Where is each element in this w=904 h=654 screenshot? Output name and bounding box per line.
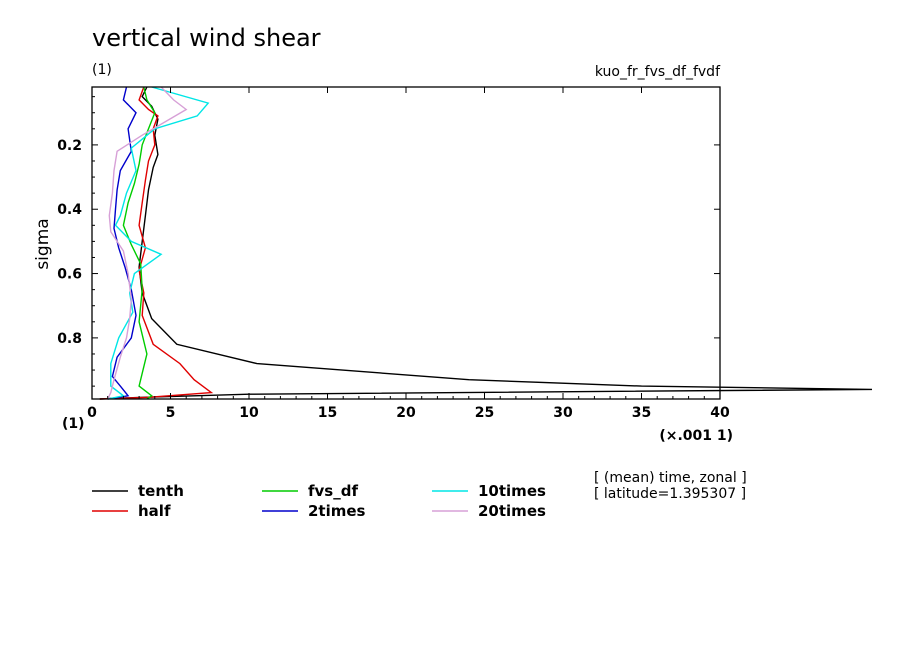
y-tick-label: 0.2 (57, 138, 82, 154)
y-axis-ticks: 0.2 0.4 0.6 0.8 (57, 96, 720, 387)
x-tick-label: 30 (553, 405, 573, 421)
legend-label-10times: 10times (478, 482, 546, 500)
legend-label-tenth: tenth (138, 482, 184, 500)
x-tick-label: 20 (396, 405, 416, 421)
x-tick-label: 0 (87, 405, 97, 421)
x-tick-label: 15 (318, 405, 337, 421)
info-line-time: [ (mean) time, zonal ] (594, 470, 747, 486)
chart-title: vertical wind shear (92, 24, 321, 52)
subtitle-right: kuo_fr_fvs_df_fvdf (595, 64, 721, 80)
series-line-10times (107, 86, 210, 400)
series-line-half (99, 86, 214, 400)
y-tick-label: 0.8 (57, 331, 82, 347)
plot-frame (91, 86, 721, 400)
legend-label-half: half (138, 502, 171, 520)
legend-label-20times: 20times (478, 502, 546, 520)
x-tick-label: 5 (166, 405, 176, 421)
y-axis-label: sigma (33, 218, 53, 269)
subtitle-left: (1) (92, 62, 112, 78)
legend-label-2times: 2times (308, 502, 366, 520)
x-tick-label: 40 (710, 405, 730, 421)
x-unit-right: (×.001 1) (659, 428, 733, 444)
legend-label-fvs_df: fvs_df (308, 482, 358, 500)
y-tick-label: 0.4 (57, 202, 82, 218)
x-axis-ticks: 0 5 10 15 20 25 30 35 40 (87, 87, 730, 421)
series-line-tenth (99, 86, 873, 400)
plot-series-group (99, 86, 873, 400)
legend: tenth half fvs_df 2times 10times 20times (92, 482, 546, 520)
series-line-fvs_df (122, 86, 156, 400)
y-tick-label: 0.6 (57, 267, 82, 283)
x-unit-left: (1) (62, 416, 85, 432)
info-line-latitude: [ latitude=1.395307 ] (594, 486, 746, 502)
x-tick-label: 10 (239, 405, 259, 421)
series-line-2times (107, 86, 137, 400)
series-line-20times (107, 86, 188, 400)
x-tick-label: 25 (475, 405, 494, 421)
x-tick-label: 35 (632, 405, 651, 421)
